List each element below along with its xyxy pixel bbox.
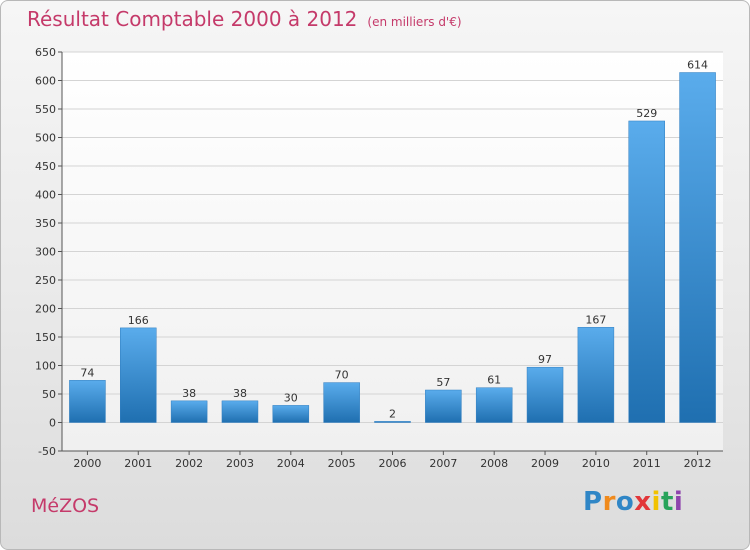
bar-value-label: 38 xyxy=(233,387,247,400)
logo-letter: i xyxy=(651,487,661,517)
y-tick-label: 50 xyxy=(42,388,56,401)
x-tick-label: 2003 xyxy=(226,457,254,470)
bar xyxy=(120,327,157,423)
x-tick-label: 2010 xyxy=(582,457,610,470)
x-tick-label: 2012 xyxy=(684,457,712,470)
logo-letter: o xyxy=(615,487,635,517)
x-tick-label: 2002 xyxy=(175,457,203,470)
title-text: Résultat Comptable 2000 à 2012 xyxy=(27,7,358,31)
subtitle-text: (en milliers d'€) xyxy=(367,15,462,29)
y-tick-label: 250 xyxy=(35,274,56,287)
bar-value-label: 57 xyxy=(436,376,450,389)
y-tick-label: 650 xyxy=(35,46,56,59)
bar-value-label: 529 xyxy=(636,107,657,120)
bar-value-label: 2 xyxy=(389,407,396,420)
proxiti-logo: Proxiti xyxy=(583,487,683,517)
logo-letter: r xyxy=(602,487,616,517)
chart-title: Résultat Comptable 2000 à 2012 (en millie… xyxy=(27,7,462,31)
y-tick-label: 550 xyxy=(35,103,56,116)
bar xyxy=(272,405,310,423)
y-tick-label: -50 xyxy=(38,445,56,458)
x-tick-label: 2001 xyxy=(124,457,152,470)
y-tick-label: 150 xyxy=(35,331,56,344)
bar-value-label: 70 xyxy=(335,369,349,382)
y-tick-label: 200 xyxy=(35,303,56,316)
bar-value-label: 97 xyxy=(538,353,552,366)
bar-value-label: 166 xyxy=(128,314,149,327)
bar xyxy=(221,400,259,423)
x-tick-label: 2007 xyxy=(429,457,457,470)
bar xyxy=(475,387,513,423)
bar xyxy=(425,389,462,423)
town-name: MéZOS xyxy=(31,495,100,517)
bar xyxy=(679,72,716,423)
y-tick-label: 100 xyxy=(35,360,56,373)
bar xyxy=(526,366,564,423)
bar xyxy=(323,382,360,423)
bar-value-label: 74 xyxy=(80,366,94,379)
y-tick-label: 0 xyxy=(49,417,56,430)
logo-letter: i xyxy=(673,487,684,517)
logo-letter: t xyxy=(660,487,674,517)
bar xyxy=(628,120,665,423)
bar-value-label: 38 xyxy=(182,387,196,400)
x-tick-label: 2009 xyxy=(531,457,559,470)
y-tick-label: 350 xyxy=(35,217,56,230)
bar-value-label: 61 xyxy=(487,374,501,387)
logo-letter: P xyxy=(583,487,603,517)
bar-value-label: 167 xyxy=(585,313,606,326)
bar xyxy=(374,421,411,423)
bar-value-label: 614 xyxy=(687,59,708,72)
y-tick-label: 300 xyxy=(35,246,56,259)
logo-letter: x xyxy=(634,487,652,517)
bar xyxy=(577,327,615,423)
y-tick-label: 450 xyxy=(35,160,56,173)
x-tick-label: 2011 xyxy=(633,457,661,470)
bar xyxy=(69,380,106,423)
y-tick-label: 400 xyxy=(35,189,56,202)
x-tick-label: 2006 xyxy=(379,457,407,470)
x-tick-label: 2004 xyxy=(277,457,305,470)
x-tick-label: 2008 xyxy=(480,457,508,470)
y-tick-label: 600 xyxy=(35,75,56,88)
x-tick-label: 2000 xyxy=(73,457,101,470)
y-tick-label: 500 xyxy=(35,132,56,145)
bar xyxy=(170,400,208,423)
x-tick-label: 2005 xyxy=(328,457,356,470)
bar-value-label: 30 xyxy=(284,391,298,404)
